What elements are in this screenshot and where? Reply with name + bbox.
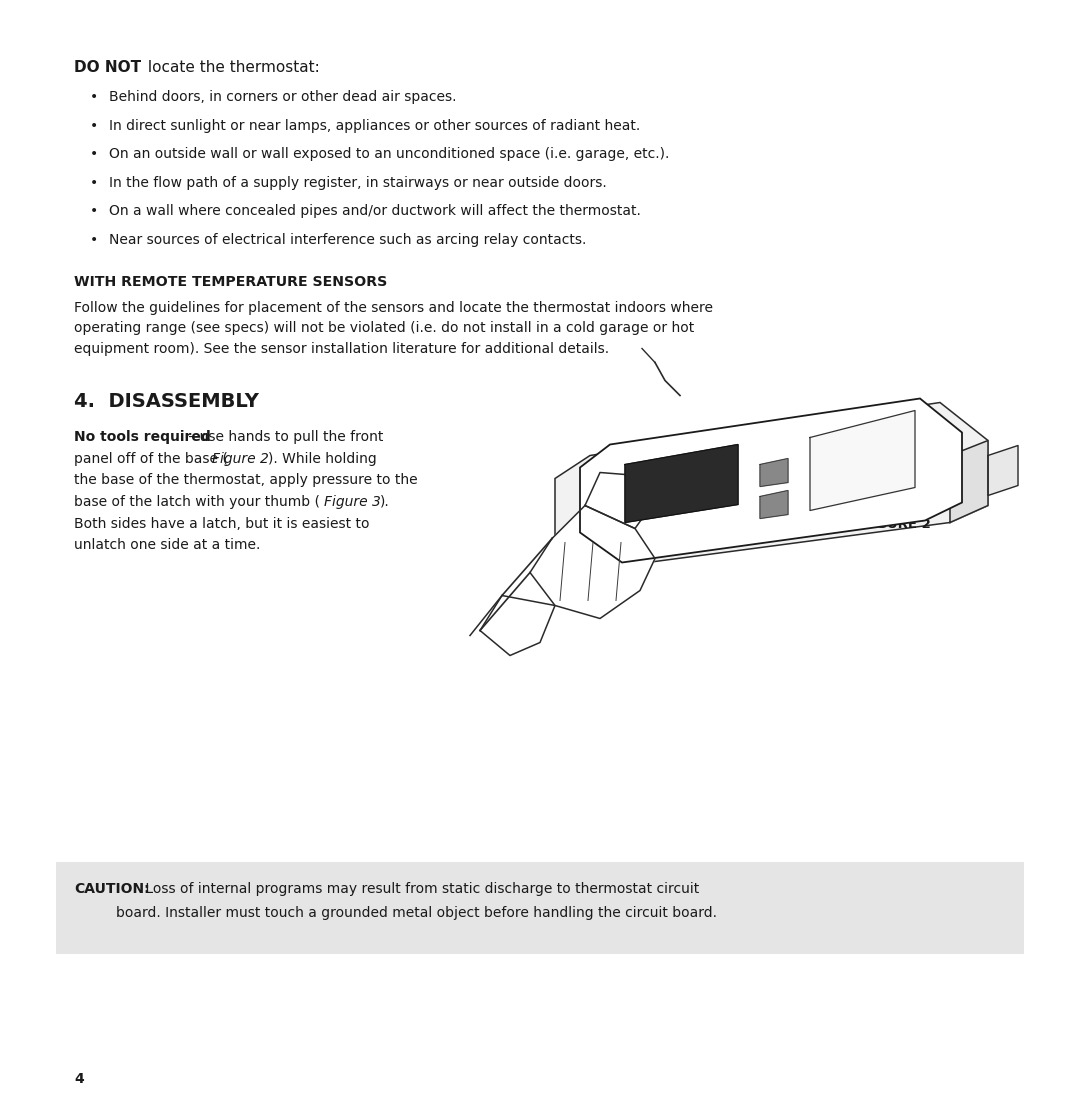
Text: •: •: [90, 90, 98, 105]
Polygon shape: [580, 399, 962, 563]
Text: •: •: [90, 147, 98, 162]
Polygon shape: [530, 506, 654, 618]
Text: ). While holding: ). While holding: [268, 452, 377, 466]
Text: Figure 3: Figure 3: [324, 495, 381, 509]
Text: •: •: [90, 233, 98, 247]
Text: Near sources of electrical interference such as arcing relay contacts.: Near sources of electrical interference …: [109, 233, 586, 247]
Polygon shape: [760, 459, 788, 487]
Text: 4.  DISASSEMBLY: 4. DISASSEMBLY: [75, 392, 259, 411]
Text: ).: ).: [380, 495, 390, 509]
Text: – use hands to pull the front: – use hands to pull the front: [184, 430, 383, 444]
Text: On an outside wall or wall exposed to an unconditioned space (i.e. garage, etc.): On an outside wall or wall exposed to an…: [109, 147, 670, 162]
Polygon shape: [480, 596, 555, 655]
Text: In the flow path of a supply register, in stairways or near outside doors.: In the flow path of a supply register, i…: [109, 176, 607, 190]
Text: operating range (see specs) will not be violated (i.e. do not install in a cold : operating range (see specs) will not be …: [75, 322, 694, 335]
Text: •: •: [90, 176, 98, 190]
Polygon shape: [950, 440, 988, 522]
Text: CAUTION:: CAUTION:: [75, 882, 150, 896]
Polygon shape: [555, 402, 988, 568]
FancyBboxPatch shape: [56, 862, 1024, 954]
Text: locate the thermostat:: locate the thermostat:: [144, 60, 321, 75]
Text: No tools required: No tools required: [75, 430, 211, 444]
Text: unlatch one side at a time.: unlatch one side at a time.: [75, 538, 260, 553]
Text: WITH REMOTE TEMPERATURE SENSORS: WITH REMOTE TEMPERATURE SENSORS: [75, 275, 388, 290]
Polygon shape: [810, 410, 915, 510]
Text: Figure 2: Figure 2: [213, 452, 269, 466]
Text: FIGURE 2: FIGURE 2: [862, 518, 931, 530]
Text: panel off of the base (: panel off of the base (: [75, 452, 228, 466]
Polygon shape: [760, 490, 788, 518]
Text: •: •: [90, 119, 98, 133]
Polygon shape: [585, 472, 654, 528]
Text: •: •: [90, 205, 98, 218]
Text: Both sides have a latch, but it is easiest to: Both sides have a latch, but it is easie…: [75, 517, 369, 530]
Polygon shape: [625, 444, 738, 522]
Text: equipment room). See the sensor installation literature for additional details.: equipment room). See the sensor installa…: [75, 342, 609, 356]
Text: base of the latch with your thumb (: base of the latch with your thumb (: [75, 495, 320, 509]
Text: DO NOT: DO NOT: [75, 60, 141, 75]
Text: On a wall where concealed pipes and/or ductwork will affect the thermostat.: On a wall where concealed pipes and/or d…: [109, 205, 640, 218]
Text: Loss of internal programs may result from static discharge to thermostat circuit: Loss of internal programs may result fro…: [141, 882, 699, 896]
Text: In direct sunlight or near lamps, appliances or other sources of radiant heat.: In direct sunlight or near lamps, applia…: [109, 119, 640, 133]
Polygon shape: [988, 446, 1018, 496]
Text: 4: 4: [75, 1072, 84, 1086]
Text: Follow the guidelines for placement of the sensors and locate the thermostat ind: Follow the guidelines for placement of t…: [75, 301, 713, 315]
Text: the base of the thermostat, apply pressure to the: the base of the thermostat, apply pressu…: [75, 473, 418, 488]
Text: board. Installer must touch a grounded metal object before handling the circuit : board. Installer must touch a grounded m…: [116, 907, 717, 920]
Text: Behind doors, in corners or other dead air spaces.: Behind doors, in corners or other dead a…: [109, 90, 457, 105]
